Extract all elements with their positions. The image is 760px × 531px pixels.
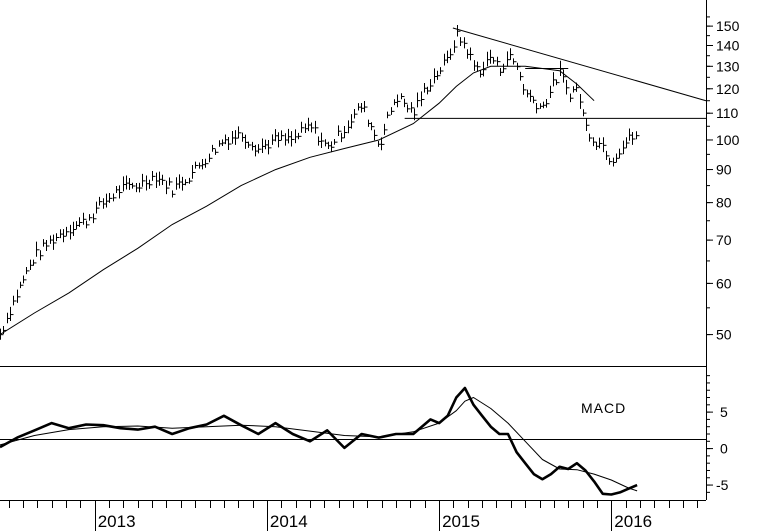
price-tick-label-140: 140 [716,37,740,53]
price-bars [0,24,640,340]
macd-tick-label-5: 5 [720,404,728,420]
price-axis-ticks: 50 60 70 80 90 100 110 120 130 140 150 [706,16,740,343]
macd-axis-ticks: 5 0 -5 [706,375,729,493]
year-label-2013: 2013 [98,512,136,531]
price-tick-label-110: 110 [716,105,739,121]
price-panel: 50 60 70 80 90 100 110 120 130 140 150 [0,0,740,366]
signal-line [0,397,638,492]
moving-average-line [0,65,595,336]
year-label-2016: 2016 [614,512,652,531]
price-tick-label-60: 60 [716,275,732,291]
macd-line [0,386,638,496]
macd-lines [0,386,638,496]
macd-panel: 5 0 -5 MACD [0,366,729,500]
macd-tick-label--5: -5 [716,477,729,493]
macd-label: MACD [581,400,626,416]
price-tick-label-130: 130 [716,58,740,74]
moving-average-path [0,65,595,336]
price-tick-label-90: 90 [716,162,732,178]
macd-tick-label-0: 0 [720,441,728,457]
trendline-resistance [452,27,707,102]
price-tick-label-70: 70 [716,232,732,248]
price-tick-label-80: 80 [716,195,732,211]
time-axis-ticks: 2013 2014 2015 2016 [9,500,698,531]
year-label-2014: 2014 [270,512,308,531]
price-tick-label-150: 150 [716,18,740,34]
price-tick-label-50: 50 [716,327,732,343]
time-axis: 2013 2014 2015 2016 [0,500,706,531]
price-tick-label-120: 120 [716,81,740,97]
price-tick-label-100: 100 [716,132,740,148]
year-label-2015: 2015 [442,512,480,531]
trendlines [404,27,707,119]
